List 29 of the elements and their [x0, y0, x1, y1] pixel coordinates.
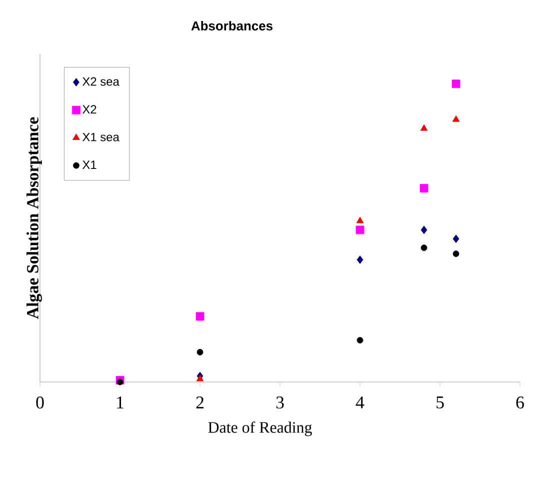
point — [452, 234, 460, 244]
point — [420, 244, 428, 252]
point — [356, 337, 364, 344]
point — [196, 348, 204, 356]
point — [452, 250, 460, 257]
x-tick-label: 6 — [516, 396, 524, 409]
point — [420, 124, 428, 131]
chart-title: Absorbances — [191, 20, 272, 30]
point — [420, 184, 428, 192]
point — [196, 374, 204, 382]
legend-label: X1 — [82, 160, 96, 169]
x-tick-label: 3 — [276, 396, 284, 409]
x-tick-label: 0 — [36, 396, 44, 409]
y-axis-title: Algae Solution Absorptance — [26, 117, 42, 319]
legend-label: X1 sea — [82, 132, 120, 142]
point — [356, 256, 364, 264]
x-tick-label: 2 — [196, 396, 204, 408]
legend-label: X2 — [82, 105, 96, 114]
point — [452, 115, 460, 122]
x-tick-label: 5 — [436, 396, 444, 408]
x-tick-label: 1 — [117, 396, 124, 408]
x-tick-label: 4 — [356, 396, 364, 408]
x-axis-title: Date of Reading — [208, 421, 312, 436]
point — [356, 226, 364, 234]
point — [196, 312, 204, 321]
point — [420, 226, 428, 234]
legend-label: X2 sea — [82, 77, 120, 86]
point — [452, 80, 460, 88]
point — [356, 216, 364, 224]
